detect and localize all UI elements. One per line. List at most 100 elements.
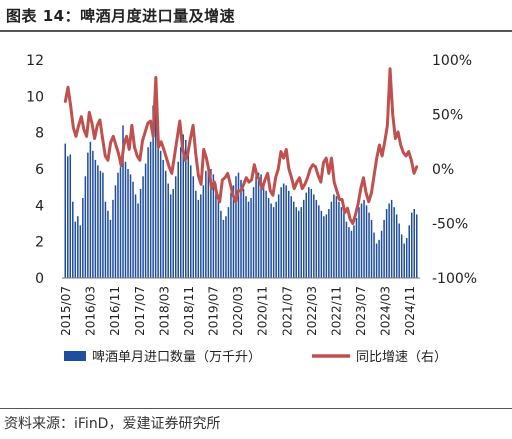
bar xyxy=(230,192,232,278)
bar xyxy=(84,176,87,278)
bar xyxy=(287,190,290,278)
bar xyxy=(154,94,157,279)
bar xyxy=(129,174,132,278)
bar xyxy=(104,201,107,278)
bar xyxy=(127,169,129,278)
bar xyxy=(373,232,375,278)
bar xyxy=(102,172,104,278)
bar xyxy=(162,159,164,278)
bar xyxy=(277,194,280,278)
bar xyxy=(179,147,182,278)
bar xyxy=(149,141,152,278)
bar xyxy=(242,188,245,278)
bar-series xyxy=(64,94,418,279)
bar xyxy=(365,205,368,278)
x-tick-label: 2019/07 xyxy=(207,286,221,336)
bar xyxy=(415,214,418,278)
bar xyxy=(210,169,212,278)
bar xyxy=(410,212,413,278)
left-tick-label: 2 xyxy=(35,235,44,251)
bar xyxy=(343,212,345,278)
bar xyxy=(280,187,282,278)
bar xyxy=(79,225,82,278)
bar xyxy=(328,208,330,278)
bar xyxy=(325,214,328,278)
bar xyxy=(215,183,217,278)
bar xyxy=(137,203,139,278)
x-tick-label: 2024/11 xyxy=(403,286,417,336)
x-tick-label: 2021/07 xyxy=(280,286,294,336)
bar xyxy=(217,194,220,278)
right-tick-label: -100% xyxy=(432,271,477,287)
bar xyxy=(413,208,415,278)
bar xyxy=(252,187,255,278)
bar xyxy=(212,174,215,278)
left-tick-label: 8 xyxy=(35,126,44,142)
right-tick-label: -50% xyxy=(432,217,468,233)
bar xyxy=(247,201,250,278)
bar xyxy=(72,201,74,278)
legend-bar-label: 啤酒单月进口数量（万千升） xyxy=(92,350,261,365)
bar xyxy=(195,190,197,278)
bar xyxy=(363,199,365,278)
legend: 啤酒单月进口数量（万千升） 同比增速（右） xyxy=(64,350,447,365)
bar xyxy=(348,227,350,278)
bar xyxy=(232,185,235,278)
x-tick-label: 2020/11 xyxy=(256,286,270,336)
bar xyxy=(64,143,67,278)
bar xyxy=(147,147,149,278)
bar xyxy=(383,219,385,278)
left-tick-label: 0 xyxy=(35,271,44,287)
bar xyxy=(378,239,380,278)
chart-title: 图表 14：啤酒月度进口量及增速 xyxy=(6,7,236,25)
bar xyxy=(305,192,308,278)
legend-line-label: 同比增速（右） xyxy=(356,350,447,365)
bar xyxy=(190,165,192,278)
bar xyxy=(272,207,275,278)
left-tick-label: 6 xyxy=(35,162,44,178)
left-tick-label: 10 xyxy=(26,89,44,105)
x-tick-label: 2015/07 xyxy=(59,286,73,336)
growth-line xyxy=(63,67,419,225)
bar xyxy=(132,181,134,278)
bar xyxy=(275,201,277,278)
bar xyxy=(174,176,177,278)
bar xyxy=(245,196,247,278)
x-tick-label: 2023/07 xyxy=(354,286,368,336)
x-tick-label: 2016/03 xyxy=(84,286,98,336)
bar xyxy=(169,194,172,278)
bar xyxy=(152,105,154,278)
bar xyxy=(167,183,169,278)
bar xyxy=(390,199,393,278)
bar xyxy=(375,243,378,278)
x-tick-label: 2020/03 xyxy=(231,286,245,336)
bar xyxy=(310,188,313,278)
bar xyxy=(237,172,240,278)
bar xyxy=(74,221,77,278)
bar xyxy=(395,214,398,278)
x-tick-label: 2024/03 xyxy=(379,286,393,336)
bar xyxy=(333,194,335,278)
bar xyxy=(107,210,109,278)
bar xyxy=(159,150,162,278)
bar xyxy=(157,143,159,278)
bar xyxy=(87,152,89,278)
x-tick-label: 2017/07 xyxy=(133,286,147,336)
bar xyxy=(240,179,242,278)
right-tick-label: 50% xyxy=(432,108,463,124)
bar xyxy=(164,170,167,278)
bar xyxy=(400,234,403,278)
x-tick-label: 2018/11 xyxy=(182,286,196,336)
right-axis-ticks: -100% -50% 0% 50% 100% xyxy=(432,53,477,287)
bar xyxy=(368,212,370,278)
source-note: 资料来源：iFinD，爱建证券研究所 xyxy=(4,416,221,432)
bar xyxy=(308,187,310,278)
bar xyxy=(197,199,200,278)
bar xyxy=(97,165,99,278)
bar xyxy=(122,125,124,279)
bar xyxy=(94,159,97,278)
bar xyxy=(315,199,318,278)
right-tick-label: 0% xyxy=(432,162,454,178)
bar xyxy=(117,172,119,278)
bar xyxy=(297,210,300,278)
